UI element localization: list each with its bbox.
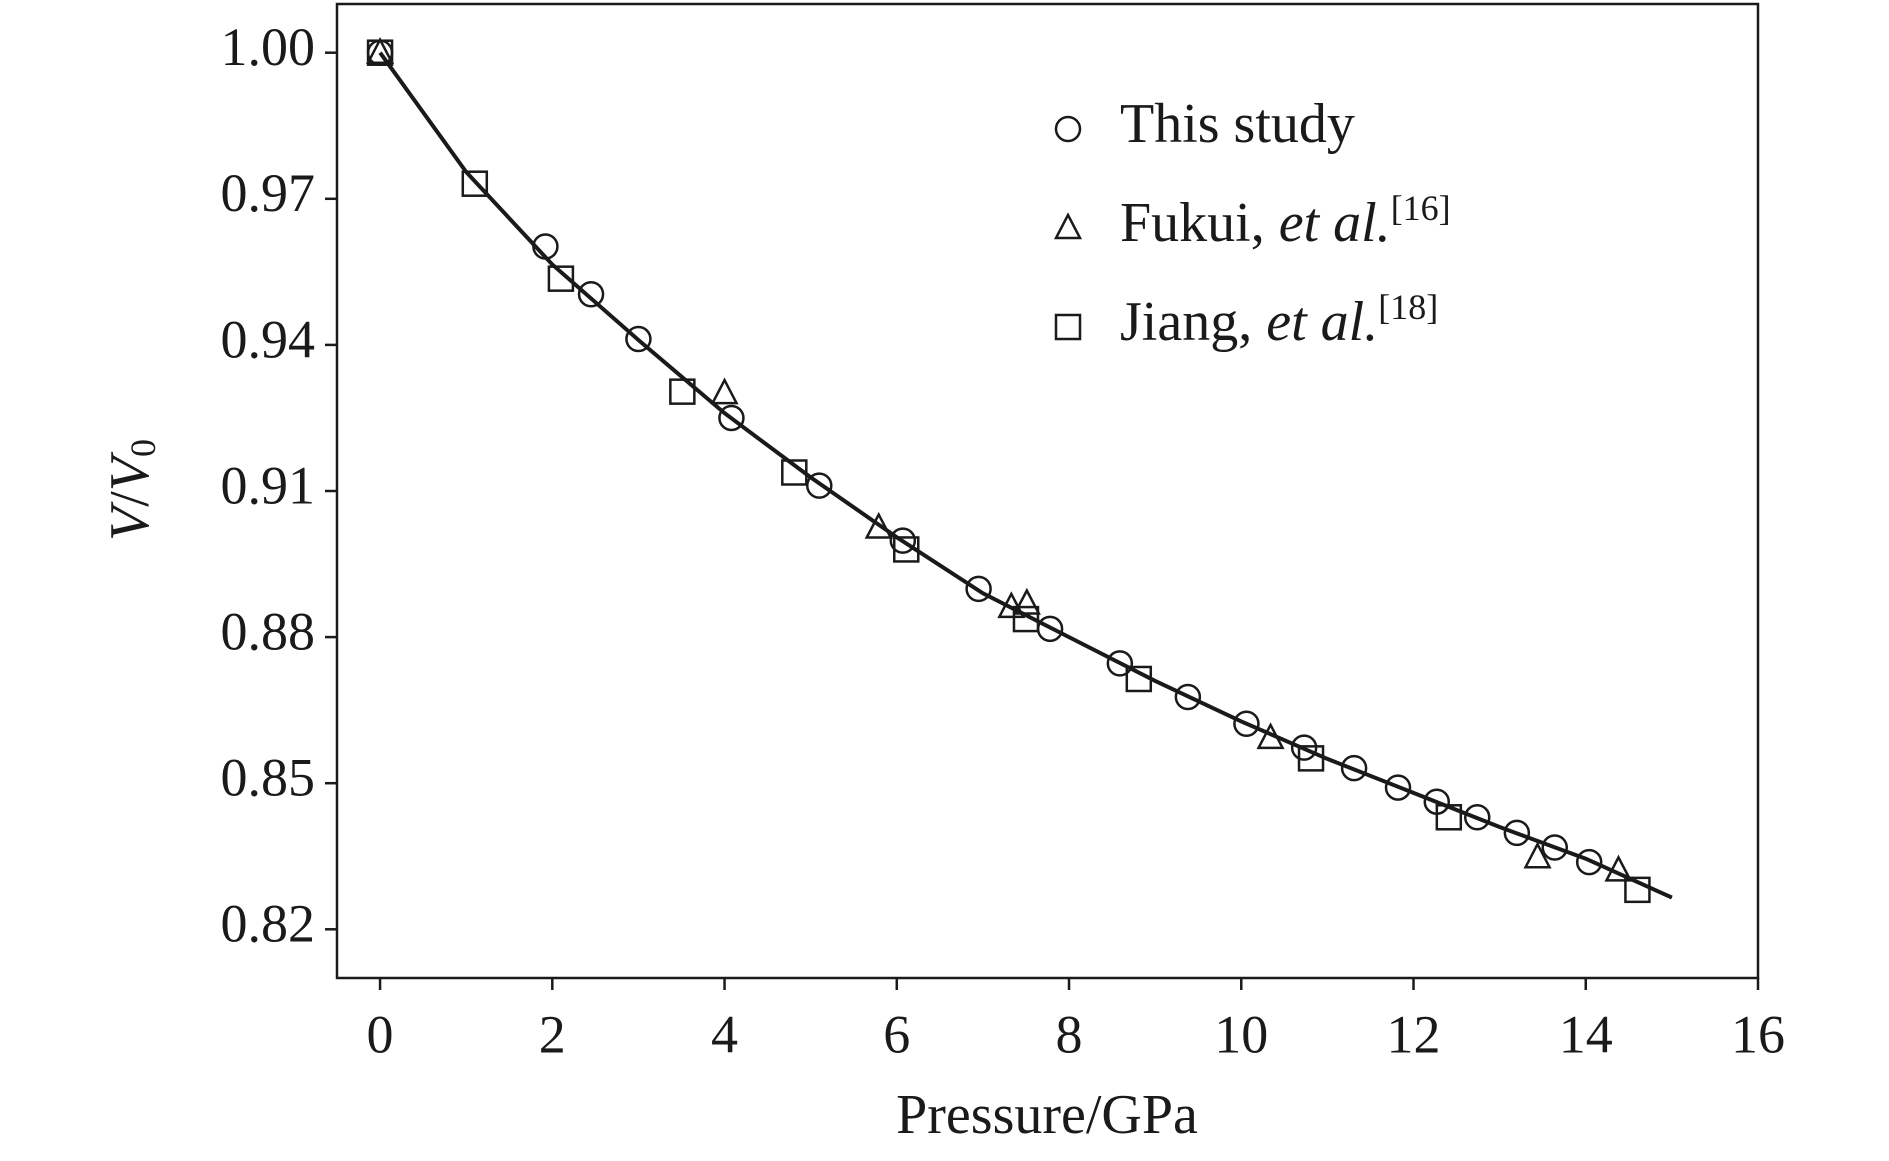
marker-triangle (1523, 841, 1552, 869)
legend-text: Fukui, et al.[16] (1120, 188, 1451, 254)
marker-triangle (1256, 722, 1285, 750)
y-tick-label: 0.88 (221, 601, 316, 661)
fit-line (378, 51, 1673, 900)
marker-square (366, 39, 394, 66)
marker-square (1435, 804, 1463, 831)
legend-text: This study (1120, 93, 1355, 155)
marker-circle (1541, 834, 1569, 861)
marker-square (781, 459, 808, 486)
marker-circle (577, 281, 605, 308)
marker-square (1012, 605, 1040, 633)
marker-triangle (365, 36, 395, 64)
x-tick-label: 12 (1387, 1004, 1441, 1064)
legend-marker (1053, 212, 1083, 240)
marker-circle (1384, 774, 1412, 801)
marker-circle (1233, 710, 1260, 738)
marker-square (1125, 665, 1153, 693)
marker-square (1624, 876, 1651, 904)
x-tick-label: 14 (1559, 1004, 1613, 1064)
x-tick-label: 16 (1731, 1004, 1785, 1064)
marker-triangle (864, 511, 893, 539)
marker-circle (1174, 683, 1202, 711)
x-axis-title: Pressure/GPa (896, 1084, 1198, 1146)
legend-marker (1054, 313, 1082, 341)
marker-circle (1463, 804, 1491, 831)
y-tick-label: 0.85 (221, 748, 316, 808)
marker-triangle (710, 377, 739, 405)
marker-circle (965, 575, 992, 603)
y-tick-label: 1.00 (221, 17, 316, 77)
marker-circle (889, 527, 917, 554)
plot-frame (335, 2, 1760, 980)
x-tick-label: 4 (711, 1004, 738, 1064)
marker-circle (532, 233, 559, 260)
marker-circle (625, 325, 652, 353)
marker-circle (366, 39, 394, 66)
marker-square (893, 536, 920, 563)
marker-circle (1106, 650, 1134, 677)
legend-marker (1054, 115, 1082, 143)
marker-square (461, 170, 489, 197)
marker-circle (1290, 734, 1318, 761)
marker-circle (718, 404, 745, 432)
marker-square (1297, 745, 1325, 772)
legend-text: Jiang, et al.[18] (1120, 287, 1438, 353)
y-axis-title: V/V0 (99, 439, 163, 541)
y-tick-label: 0.91 (221, 455, 316, 515)
marker-square (669, 378, 696, 405)
marker-triangle (1604, 854, 1633, 882)
y-tick-label: 0.82 (221, 894, 316, 954)
marker-circle (1575, 848, 1603, 876)
x-tick-label: 8 (1056, 1004, 1083, 1064)
marker-square (547, 265, 575, 292)
x-tick-label: 10 (1214, 1004, 1268, 1064)
marker-circle (1340, 754, 1368, 782)
marker-triangle (997, 591, 1026, 619)
x-tick-label: 6 (883, 1004, 910, 1064)
x-tick-label: 0 (367, 1004, 394, 1064)
y-tick-label: 0.97 (221, 163, 316, 223)
marker-circle (1503, 819, 1531, 847)
marker-triangle (1012, 587, 1041, 615)
y-tick-label: 0.94 (221, 309, 316, 369)
x-tick-label: 2 (539, 1004, 566, 1064)
